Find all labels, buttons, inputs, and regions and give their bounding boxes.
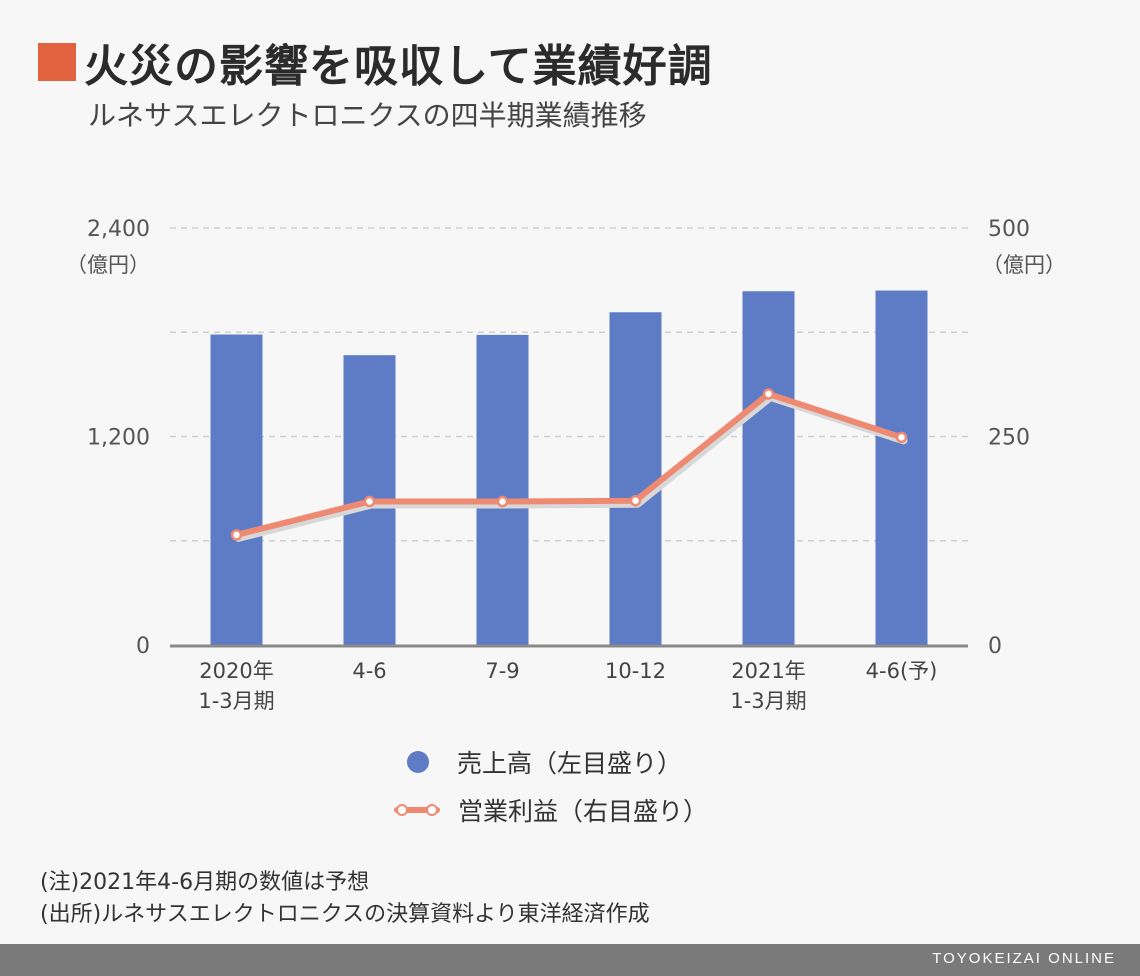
y-right-tick-label: 250 [988,426,1030,451]
line-point [629,494,642,507]
y-left-unit: （億円） [66,253,150,277]
line-point [363,495,376,508]
bar-sales [476,334,529,645]
footer-bar: TOYOKEIZAI ONLINE [0,944,1140,976]
legend-label-sales: 売上高（左目盛り） [457,749,683,778]
note-source: (出所)ルネサスエレクトロニクスの決算資料より東洋経済作成 [40,902,650,927]
line-operating-profit [233,390,905,538]
legend-line-swatch [394,798,440,822]
legend-label-profit: 営業利益（右目盛り） [458,797,709,826]
y-right-tick-label: 500 [988,217,1030,242]
line-point [895,431,908,444]
x-tick-label: 2021年 [731,659,805,683]
x-tick-label: 2020年 [199,659,273,683]
x-tick-label: 7-9 [485,659,519,683]
title-row: 火災の影響を吸収して業績好調 [38,30,713,94]
line-point [496,495,509,508]
line-point [762,388,775,400]
note-forecast: (注)2021年4-6月期の数値は予想 [40,870,370,895]
y-left-tick-label: 2,400 [87,217,150,242]
x-tick-label: 1-3月期 [198,689,274,713]
x-tick-label: 4-6(予) [866,659,938,683]
chart-title: 火災の影響を吸収して業績好調 [84,41,713,92]
bar-sales [742,291,795,645]
x-tick-label: 4-6 [352,659,386,683]
line-shadow [234,392,908,542]
y-right-tick-label: 0 [988,634,1002,659]
legend-bar-swatch [407,751,429,773]
chart-subtitle: ルネサスエレクトロニクスの四半期業績推移 [88,99,647,132]
legend-item-sales: 売上高（左目盛り） [394,744,682,780]
bar-sales [875,290,928,645]
bar-sales [609,312,662,645]
legend-item-profit: 営業利益（右目盛り） [394,792,708,828]
y-left-tick-label: 0 [136,634,150,659]
footer-brand: TOYOKEIZAI ONLINE [932,950,1116,967]
bar-sales [210,334,263,645]
y-right-unit: （億円） [982,253,1066,277]
title-marker [38,43,76,81]
y-left-tick-label: 1,200 [87,426,150,451]
line-point [230,529,243,541]
combo-chart: 0 1,200 2,400 （億円） 0 250 500 （億円） 2020年 1-3月期 4-6 7… [66,217,1066,713]
x-tick-label: 1-3月期 [730,689,806,713]
x-tick-label: 10-12 [605,659,666,683]
